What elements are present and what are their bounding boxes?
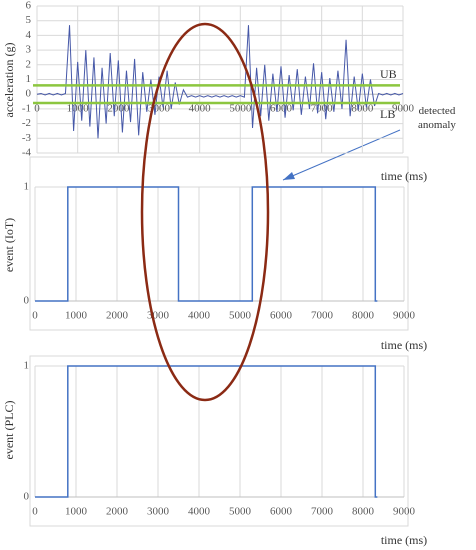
x-tick-label: 6000 xyxy=(270,103,293,115)
y-tick-label: 2 xyxy=(26,58,32,70)
x-tick-label: 8000 xyxy=(352,310,375,322)
x-tick-label: 2000 xyxy=(106,310,129,322)
x-tick-label: 1000 xyxy=(67,103,90,115)
series-line xyxy=(35,186,378,302)
x-axis-label: time (ms) xyxy=(381,338,427,352)
x-tick-label: 5000 xyxy=(229,103,252,115)
x-tick-label: 1000 xyxy=(65,310,88,322)
x-tick-label: 7000 xyxy=(311,103,334,115)
x-tick-label: 8000 xyxy=(352,506,375,518)
x-tick-label: 5000 xyxy=(229,506,252,518)
y-tick-label: -3 xyxy=(22,132,32,144)
y-tick-label: -1 xyxy=(22,102,31,114)
y-tick-label: 1 xyxy=(24,181,30,193)
x-tick-label: 5000 xyxy=(229,310,252,322)
x-tick-label: 2000 xyxy=(107,103,130,115)
y-tick-label: 0 xyxy=(26,88,32,100)
y-tick-label: 1 xyxy=(24,360,30,372)
x-tick-label: 3000 xyxy=(147,506,170,518)
x-tick-label: 0 xyxy=(34,103,40,115)
x-tick-label: 4000 xyxy=(188,506,211,518)
x-tick-label: 7000 xyxy=(311,310,334,322)
y-tick-label: 0 xyxy=(24,491,30,503)
series-line xyxy=(35,365,378,498)
x-tick-label: 7000 xyxy=(311,506,334,518)
x-tick-label: 4000 xyxy=(188,310,211,322)
x-tick-label: 6000 xyxy=(270,506,293,518)
y-axis-label: acceleration (g) xyxy=(2,43,16,118)
x-tick-label: 0 xyxy=(32,506,38,518)
x-tick-label: 9000 xyxy=(392,103,415,115)
threshold-label: LB xyxy=(380,107,395,121)
y-tick-label: 6 xyxy=(26,0,32,12)
threshold-label: UB xyxy=(380,67,397,81)
y-axis-label: event (IoT) xyxy=(2,218,16,272)
chart-frame xyxy=(29,355,409,527)
chart-frame xyxy=(29,156,409,331)
x-tick-label: 9000 xyxy=(393,506,416,518)
y-tick-label: -4 xyxy=(22,147,32,159)
annotation: detected anomaly xyxy=(418,105,456,131)
arrow-head xyxy=(283,172,295,180)
x-tick-label: 2000 xyxy=(106,506,129,518)
x-axis-label: time (ms) xyxy=(381,169,427,183)
y-tick-label: -2 xyxy=(22,117,31,129)
y-tick-label: 0 xyxy=(24,295,30,307)
y-tick-label: 5 xyxy=(26,14,32,26)
x-tick-label: 0 xyxy=(32,310,38,322)
x-axis-label: time (ms) xyxy=(381,533,427,547)
y-tick-label: 3 xyxy=(26,44,32,56)
anomaly-ellipse xyxy=(140,22,270,402)
x-tick-label: 4000 xyxy=(189,103,212,115)
y-tick-label: 4 xyxy=(26,29,32,41)
series-line xyxy=(36,25,404,139)
x-tick-label: 8000 xyxy=(351,103,374,115)
x-tick-label: 9000 xyxy=(393,310,416,322)
y-tick-label: 1 xyxy=(26,73,32,85)
x-tick-label: 6000 xyxy=(270,310,293,322)
x-tick-label: 1000 xyxy=(65,506,88,518)
y-axis-label: event (PLC) xyxy=(2,401,16,460)
